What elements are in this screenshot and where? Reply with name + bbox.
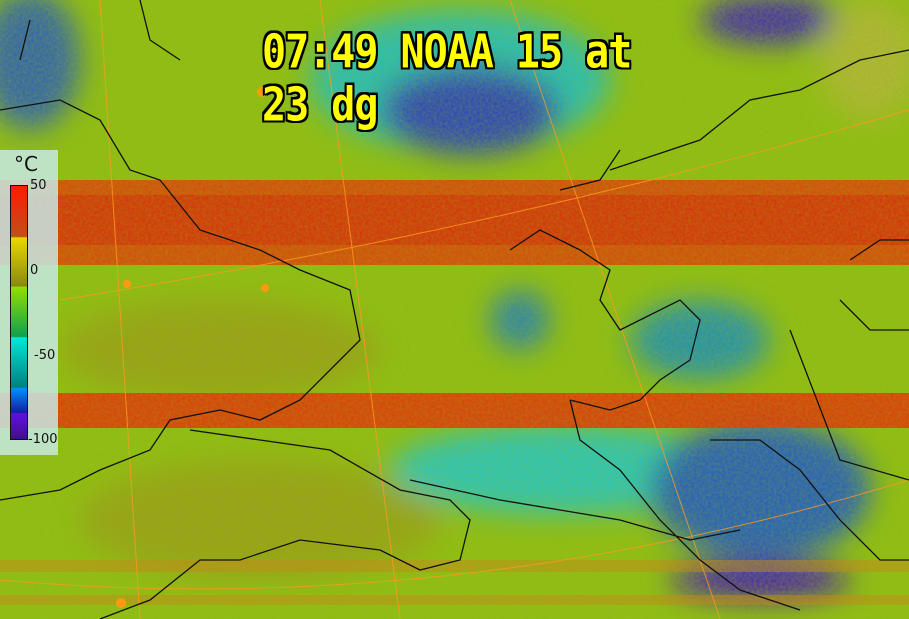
temperature-legend: °C 50 0 -50 -100 xyxy=(0,150,58,455)
legend-tick: 0 xyxy=(30,263,39,278)
legend-tick: -100 xyxy=(28,432,58,447)
legend-tick: -50 xyxy=(34,348,56,363)
pass-title: 07:49 NOAA 15 at 23 dg xyxy=(262,26,632,132)
legend-unit: °C xyxy=(14,152,38,176)
legend-tick: 50 xyxy=(30,178,47,193)
city-markers xyxy=(116,87,269,608)
colorbar xyxy=(10,185,28,440)
